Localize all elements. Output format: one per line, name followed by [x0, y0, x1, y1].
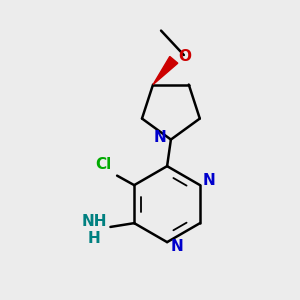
Text: O: O	[178, 50, 191, 64]
Text: N: N	[153, 130, 166, 145]
Text: NH: NH	[82, 214, 107, 229]
Text: H: H	[88, 231, 101, 246]
Text: Cl: Cl	[96, 157, 112, 172]
Polygon shape	[153, 56, 178, 85]
Text: N: N	[203, 173, 216, 188]
Text: N: N	[170, 239, 183, 254]
